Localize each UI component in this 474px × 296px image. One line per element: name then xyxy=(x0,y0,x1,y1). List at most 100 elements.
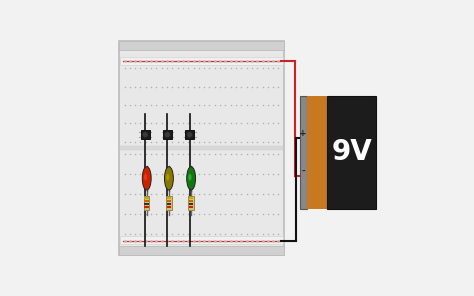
Point xyxy=(174,66,182,71)
Point xyxy=(168,192,176,197)
Bar xyxy=(189,203,193,205)
Bar xyxy=(145,203,149,205)
Point xyxy=(206,212,213,216)
Point xyxy=(227,172,235,177)
Point xyxy=(254,139,261,144)
Point xyxy=(195,231,202,236)
Point xyxy=(216,139,224,144)
Point xyxy=(211,152,219,157)
Point xyxy=(201,172,208,177)
Point xyxy=(243,139,250,144)
Point xyxy=(121,212,128,216)
Point xyxy=(137,152,144,157)
Point xyxy=(168,103,176,107)
Point xyxy=(237,84,245,89)
Point xyxy=(121,139,128,144)
Point xyxy=(190,121,197,126)
Point xyxy=(121,121,128,126)
Point xyxy=(232,139,240,144)
Point xyxy=(179,152,187,157)
Point xyxy=(269,212,277,216)
Point xyxy=(274,231,282,236)
Bar xyxy=(166,196,172,210)
Point xyxy=(227,84,235,89)
Point xyxy=(195,103,202,107)
Point xyxy=(254,103,261,107)
Point xyxy=(206,66,213,71)
Point xyxy=(264,139,272,144)
Point xyxy=(221,139,229,144)
Circle shape xyxy=(164,132,170,138)
Text: -: - xyxy=(301,167,305,176)
Point xyxy=(211,121,219,126)
Point xyxy=(221,172,229,177)
Point xyxy=(179,231,187,236)
Point xyxy=(174,121,182,126)
Point xyxy=(237,139,245,144)
Point xyxy=(237,152,245,157)
Point xyxy=(269,192,277,197)
Point xyxy=(227,66,235,71)
Point xyxy=(163,231,171,236)
Point xyxy=(243,212,250,216)
Point xyxy=(274,212,282,216)
Point xyxy=(259,231,266,236)
Bar xyxy=(120,57,283,65)
Point xyxy=(131,192,139,197)
Point xyxy=(174,172,182,177)
Point xyxy=(190,212,197,216)
Point xyxy=(211,103,219,107)
Ellipse shape xyxy=(188,174,191,181)
Point xyxy=(227,139,235,144)
Point xyxy=(232,103,240,107)
Point xyxy=(131,231,139,236)
Circle shape xyxy=(187,132,192,138)
Point xyxy=(142,66,149,71)
Point xyxy=(174,139,182,144)
Point xyxy=(264,212,272,216)
Point xyxy=(163,121,171,126)
Point xyxy=(227,152,235,157)
Point xyxy=(126,152,134,157)
Point xyxy=(254,212,261,216)
Point xyxy=(259,172,266,177)
Point xyxy=(211,192,219,197)
Point xyxy=(195,139,202,144)
Point xyxy=(274,139,282,144)
Point xyxy=(126,231,134,236)
Bar xyxy=(185,130,194,139)
Point xyxy=(163,152,171,157)
Point xyxy=(232,172,240,177)
Point xyxy=(163,66,171,71)
Bar xyxy=(118,246,284,255)
Point xyxy=(131,66,139,71)
Bar xyxy=(166,200,171,202)
Point xyxy=(184,66,192,71)
Point xyxy=(264,103,272,107)
Bar xyxy=(166,206,171,208)
Point xyxy=(147,231,155,236)
Point xyxy=(153,139,160,144)
Point xyxy=(269,231,277,236)
Point xyxy=(153,231,160,236)
Point xyxy=(195,66,202,71)
Point xyxy=(243,172,250,177)
Point xyxy=(274,103,282,107)
Point xyxy=(190,103,197,107)
Text: 9V: 9V xyxy=(331,139,372,166)
Point xyxy=(201,212,208,216)
Point xyxy=(254,172,261,177)
Point xyxy=(147,172,155,177)
Point xyxy=(243,121,250,126)
Point xyxy=(147,103,155,107)
Point xyxy=(158,152,165,157)
Point xyxy=(216,121,224,126)
Point xyxy=(254,152,261,157)
Point xyxy=(221,212,229,216)
Point xyxy=(216,231,224,236)
Point xyxy=(158,121,165,126)
Point xyxy=(237,172,245,177)
Point xyxy=(126,84,134,89)
Point xyxy=(142,84,149,89)
Point xyxy=(259,192,266,197)
